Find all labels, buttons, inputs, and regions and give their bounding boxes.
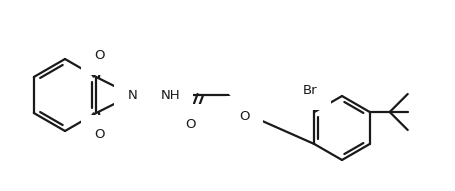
- Text: Br: Br: [302, 83, 317, 96]
- Text: O: O: [185, 117, 195, 130]
- Text: N: N: [127, 88, 137, 101]
- Text: O: O: [94, 129, 104, 142]
- Text: O: O: [238, 109, 249, 122]
- Text: NH: NH: [160, 88, 180, 101]
- Text: O: O: [94, 49, 104, 62]
